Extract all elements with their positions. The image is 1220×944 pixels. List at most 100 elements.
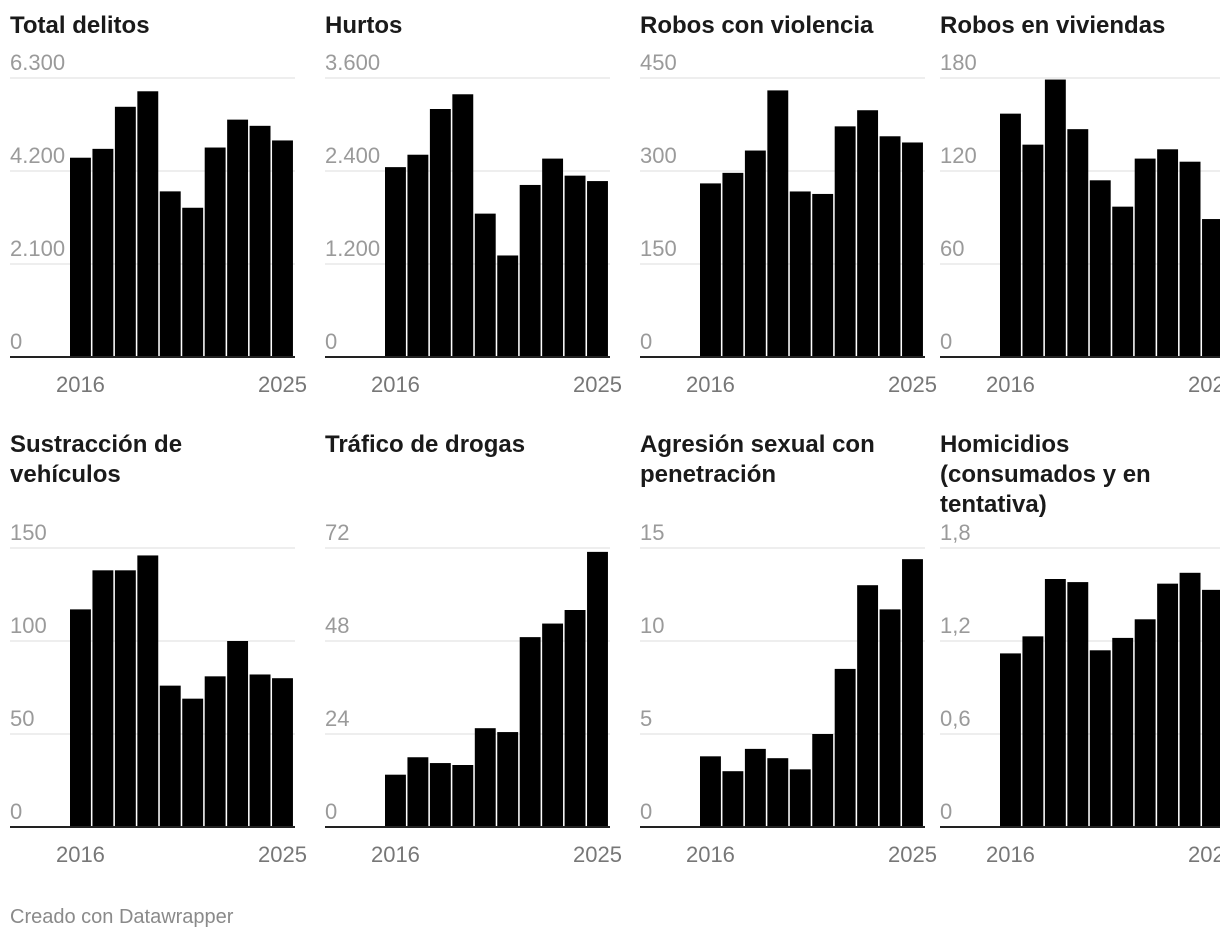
bar-2018 xyxy=(429,763,451,827)
bar-2021 xyxy=(812,734,834,827)
y-tick-label: 2.100 xyxy=(10,236,65,261)
bar-2020 xyxy=(159,685,181,827)
y-tick-label: 6.300 xyxy=(10,50,65,75)
bar-2025 xyxy=(272,140,293,357)
bar-2024 xyxy=(1179,161,1201,357)
panel-title: Hurtos xyxy=(325,12,402,39)
x-label-start: 2016 xyxy=(686,372,735,397)
bar-2023 xyxy=(857,110,879,358)
bar-2023 xyxy=(1157,583,1179,827)
bar-2019 xyxy=(1067,582,1089,827)
bar-2016 xyxy=(700,756,721,827)
bar-2022 xyxy=(834,668,856,827)
panel-title: penetración xyxy=(640,461,776,488)
y-tick-label: 50 xyxy=(10,706,34,731)
x-label-end: 2025 xyxy=(258,372,307,397)
bar-2022 xyxy=(834,126,856,357)
y-tick-label: 0 xyxy=(325,799,337,824)
bar-2021 xyxy=(182,698,204,827)
x-label-end: 2025 xyxy=(1188,372,1220,397)
bar-2017 xyxy=(722,771,744,827)
bar-2019 xyxy=(767,758,789,827)
panel-title: Robos en viviendas xyxy=(940,12,1165,39)
bar-2023 xyxy=(857,585,879,827)
y-tick-label: 4.200 xyxy=(10,143,65,168)
bar-2016 xyxy=(70,609,91,827)
bar-2016 xyxy=(1000,653,1021,827)
y-tick-label: 0 xyxy=(10,329,22,354)
bar-2017 xyxy=(92,570,114,827)
bar-2017 xyxy=(722,172,744,357)
bar-2017 xyxy=(1022,636,1044,827)
x-label-start: 2016 xyxy=(986,372,1035,397)
bar-2020 xyxy=(474,728,496,827)
bar-2021 xyxy=(1112,637,1134,827)
panel-title: (consumados y en xyxy=(940,461,1151,488)
bar-2017 xyxy=(1022,144,1044,357)
bar-2023 xyxy=(1157,149,1179,357)
bar-2021 xyxy=(812,193,834,357)
bar-2024 xyxy=(564,175,586,357)
x-label-end: 2025 xyxy=(573,842,622,867)
panel-title: Agresión sexual con xyxy=(640,431,875,458)
bar-2025 xyxy=(587,181,608,357)
bar-2018 xyxy=(1044,579,1066,827)
y-tick-label: 100 xyxy=(10,613,47,638)
panel-title: Tráfico de drogas xyxy=(325,431,525,458)
bar-2021 xyxy=(497,255,519,357)
bar-2019 xyxy=(452,765,474,827)
bar-2024 xyxy=(879,136,901,357)
bar-2017 xyxy=(407,154,429,357)
bar-2018 xyxy=(744,150,766,357)
bar-2024 xyxy=(564,610,586,827)
bar-2016 xyxy=(1000,113,1021,358)
bar-2020 xyxy=(1089,650,1111,827)
y-tick-label: 60 xyxy=(940,236,964,261)
y-tick-label: 180 xyxy=(940,50,977,75)
y-tick-label: 1.200 xyxy=(325,236,380,261)
panel-title: Homicidios xyxy=(940,431,1069,458)
x-label-end: 2025 xyxy=(1188,842,1220,867)
y-tick-label: 0 xyxy=(325,329,337,354)
bar-2025 xyxy=(902,142,923,357)
panel-title: Sustracción de xyxy=(10,431,182,458)
bar-2023 xyxy=(542,623,564,827)
y-tick-label: 300 xyxy=(640,143,677,168)
bar-2018 xyxy=(1044,79,1066,358)
bar-2019 xyxy=(767,90,789,358)
y-tick-label: 0 xyxy=(10,799,22,824)
y-tick-label: 24 xyxy=(325,706,349,731)
bar-2024 xyxy=(249,674,271,827)
bar-2020 xyxy=(474,213,496,357)
x-label-end: 2025 xyxy=(888,842,937,867)
bar-2024 xyxy=(1179,572,1201,827)
y-tick-label: 450 xyxy=(640,50,677,75)
bar-2024 xyxy=(249,125,271,357)
x-label-start: 2016 xyxy=(56,842,105,867)
bar-2023 xyxy=(227,641,249,827)
x-label-end: 2025 xyxy=(258,842,307,867)
y-tick-label: 0 xyxy=(640,799,652,824)
bar-2020 xyxy=(789,191,811,357)
bar-2025 xyxy=(272,678,293,827)
y-tick-label: 1,2 xyxy=(940,613,971,638)
y-tick-label: 0,6 xyxy=(940,706,971,731)
bar-2025 xyxy=(1202,219,1220,357)
y-tick-label: 120 xyxy=(940,143,977,168)
bar-2020 xyxy=(1089,180,1111,357)
bar-2023 xyxy=(542,158,564,357)
bar-2016 xyxy=(700,183,721,357)
y-tick-label: 1,8 xyxy=(940,520,971,545)
bar-2019 xyxy=(137,91,159,358)
y-tick-label: 0 xyxy=(940,799,952,824)
bar-2020 xyxy=(159,191,181,357)
bar-2020 xyxy=(789,769,811,827)
panel-title: Robos con violencia xyxy=(640,12,874,39)
bar-2019 xyxy=(452,94,474,358)
bar-2022 xyxy=(519,184,541,357)
bar-2025 xyxy=(902,559,923,827)
bar-2016 xyxy=(385,167,406,357)
x-label-end: 2025 xyxy=(573,372,622,397)
y-tick-label: 15 xyxy=(640,520,664,545)
